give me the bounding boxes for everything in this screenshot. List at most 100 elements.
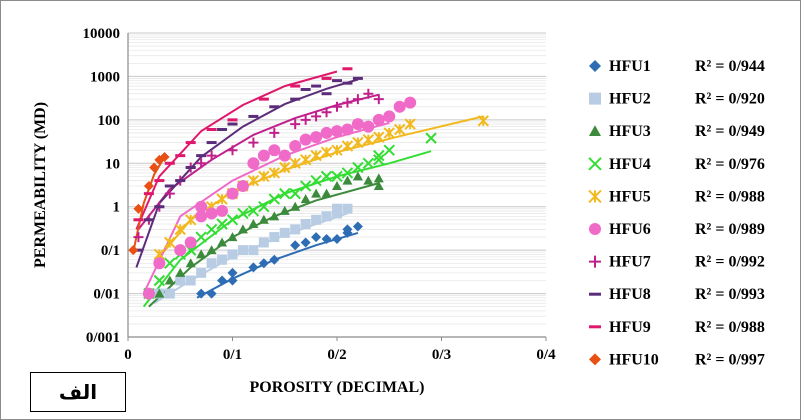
point-hfu5 xyxy=(216,193,228,205)
point-hfu6 xyxy=(216,204,229,217)
point-hfu2 xyxy=(248,245,259,256)
point-hfu2 xyxy=(269,232,280,243)
point-hfu5 xyxy=(393,123,406,136)
legend-r2-hfu10: R² = 0/997 xyxy=(695,351,765,368)
point-hfu7 xyxy=(269,127,280,138)
legend-label-hfu2: HFU2 xyxy=(609,91,651,108)
point-hfu6 xyxy=(310,131,323,144)
point-hfu3 xyxy=(185,258,196,268)
point-hfu6 xyxy=(205,207,218,220)
legend-label-hfu8: HFU8 xyxy=(609,286,651,303)
point-hfu4 xyxy=(258,201,270,213)
point-hfu9 xyxy=(175,154,186,158)
point-hfu9 xyxy=(227,118,238,122)
point-hfu10 xyxy=(149,162,160,173)
point-hfu8 xyxy=(164,184,175,188)
point-hfu5 xyxy=(174,223,186,236)
point-hfu7 xyxy=(133,232,144,243)
point-hfu3 xyxy=(373,173,384,183)
point-hfu4 xyxy=(216,218,228,230)
point-hfu5 xyxy=(320,146,333,158)
point-hfu3 xyxy=(237,224,248,234)
point-hfu3 xyxy=(227,232,238,242)
legend-marker-hfu1 xyxy=(589,60,601,72)
point-hfu5 xyxy=(164,236,176,249)
point-hfu3 xyxy=(154,288,165,298)
y-tick-label: 1000 xyxy=(90,69,120,85)
point-hfu8 xyxy=(217,127,228,131)
legend-r2-hfu3: R² = 0/949 xyxy=(695,123,765,140)
point-hfu8 xyxy=(269,105,280,109)
point-hfu3 xyxy=(363,175,374,185)
point-hfu6 xyxy=(278,149,291,162)
point-hfu9 xyxy=(290,84,301,88)
point-hfu6 xyxy=(362,120,375,133)
point-hfu6 xyxy=(341,123,354,136)
point-hfu8 xyxy=(332,79,342,83)
point-hfu3 xyxy=(311,188,322,198)
point-hfu2 xyxy=(258,237,269,248)
point-hfu6 xyxy=(195,210,208,223)
point-hfu5 xyxy=(247,174,260,187)
point-hfu9 xyxy=(342,67,353,71)
series-hfu10 xyxy=(128,151,170,256)
point-hfu2 xyxy=(217,254,228,265)
point-hfu6 xyxy=(393,100,406,113)
point-hfu10 xyxy=(133,203,144,214)
point-hfu5 xyxy=(341,140,354,152)
point-hfu10 xyxy=(128,245,139,256)
point-hfu5 xyxy=(477,115,490,127)
point-hfu9 xyxy=(258,97,269,101)
point-hfu2 xyxy=(237,245,248,256)
series-hfu1 xyxy=(196,221,363,299)
point-hfu4 xyxy=(268,193,281,205)
point-hfu6 xyxy=(331,125,343,138)
point-hfu1 xyxy=(217,275,228,286)
legend-marker-hfu5 xyxy=(588,189,602,204)
point-hfu3 xyxy=(175,267,186,277)
series-hfu8 xyxy=(133,76,363,252)
series-hfu3 xyxy=(154,171,384,298)
legend-marker-hfu2 xyxy=(589,92,601,105)
point-hfu3 xyxy=(373,180,384,190)
x-tick-label: 0 xyxy=(124,347,132,363)
point-hfu6 xyxy=(383,110,396,123)
point-hfu3 xyxy=(248,218,259,228)
point-hfu6 xyxy=(153,257,166,270)
legend-label-hfu3: HFU3 xyxy=(609,123,651,140)
point-hfu6 xyxy=(404,96,417,109)
series-hfu7 xyxy=(133,88,384,243)
legend-r2-hfu1: R² = 0/944 xyxy=(695,58,765,75)
point-hfu5 xyxy=(289,157,301,169)
point-hfu1 xyxy=(269,254,280,265)
point-hfu7 xyxy=(290,119,301,130)
y-tick-label: 10 xyxy=(105,156,120,172)
x-tick-label: 0/3 xyxy=(432,347,451,363)
legend-label-hfu7: HFU7 xyxy=(609,254,651,271)
point-hfu7 xyxy=(363,88,374,99)
point-hfu4 xyxy=(320,170,333,183)
point-hfu4 xyxy=(373,154,385,166)
point-hfu4 xyxy=(226,214,239,226)
point-hfu3 xyxy=(290,201,301,211)
legend-label-hfu9: HFU9 xyxy=(609,319,651,336)
point-hfu5 xyxy=(352,136,364,149)
x-tick-label: 0/4 xyxy=(536,347,556,363)
point-hfu5 xyxy=(184,214,197,226)
legend-marker-hfu6 xyxy=(589,223,601,235)
point-hfu6 xyxy=(257,149,270,162)
legend-marker-hfu9 xyxy=(589,325,601,329)
point-hfu2 xyxy=(321,211,332,222)
point-hfu7 xyxy=(321,107,332,118)
point-hfu4 xyxy=(331,170,343,183)
point-hfu1 xyxy=(342,224,353,235)
point-hfu3 xyxy=(279,205,290,215)
point-hfu1 xyxy=(248,262,259,273)
point-hfu2 xyxy=(332,203,342,214)
legend-label-hfu10: HFU10 xyxy=(609,351,659,368)
point-hfu9 xyxy=(321,76,332,80)
point-hfu2 xyxy=(342,203,353,214)
point-hfu6 xyxy=(226,187,239,200)
